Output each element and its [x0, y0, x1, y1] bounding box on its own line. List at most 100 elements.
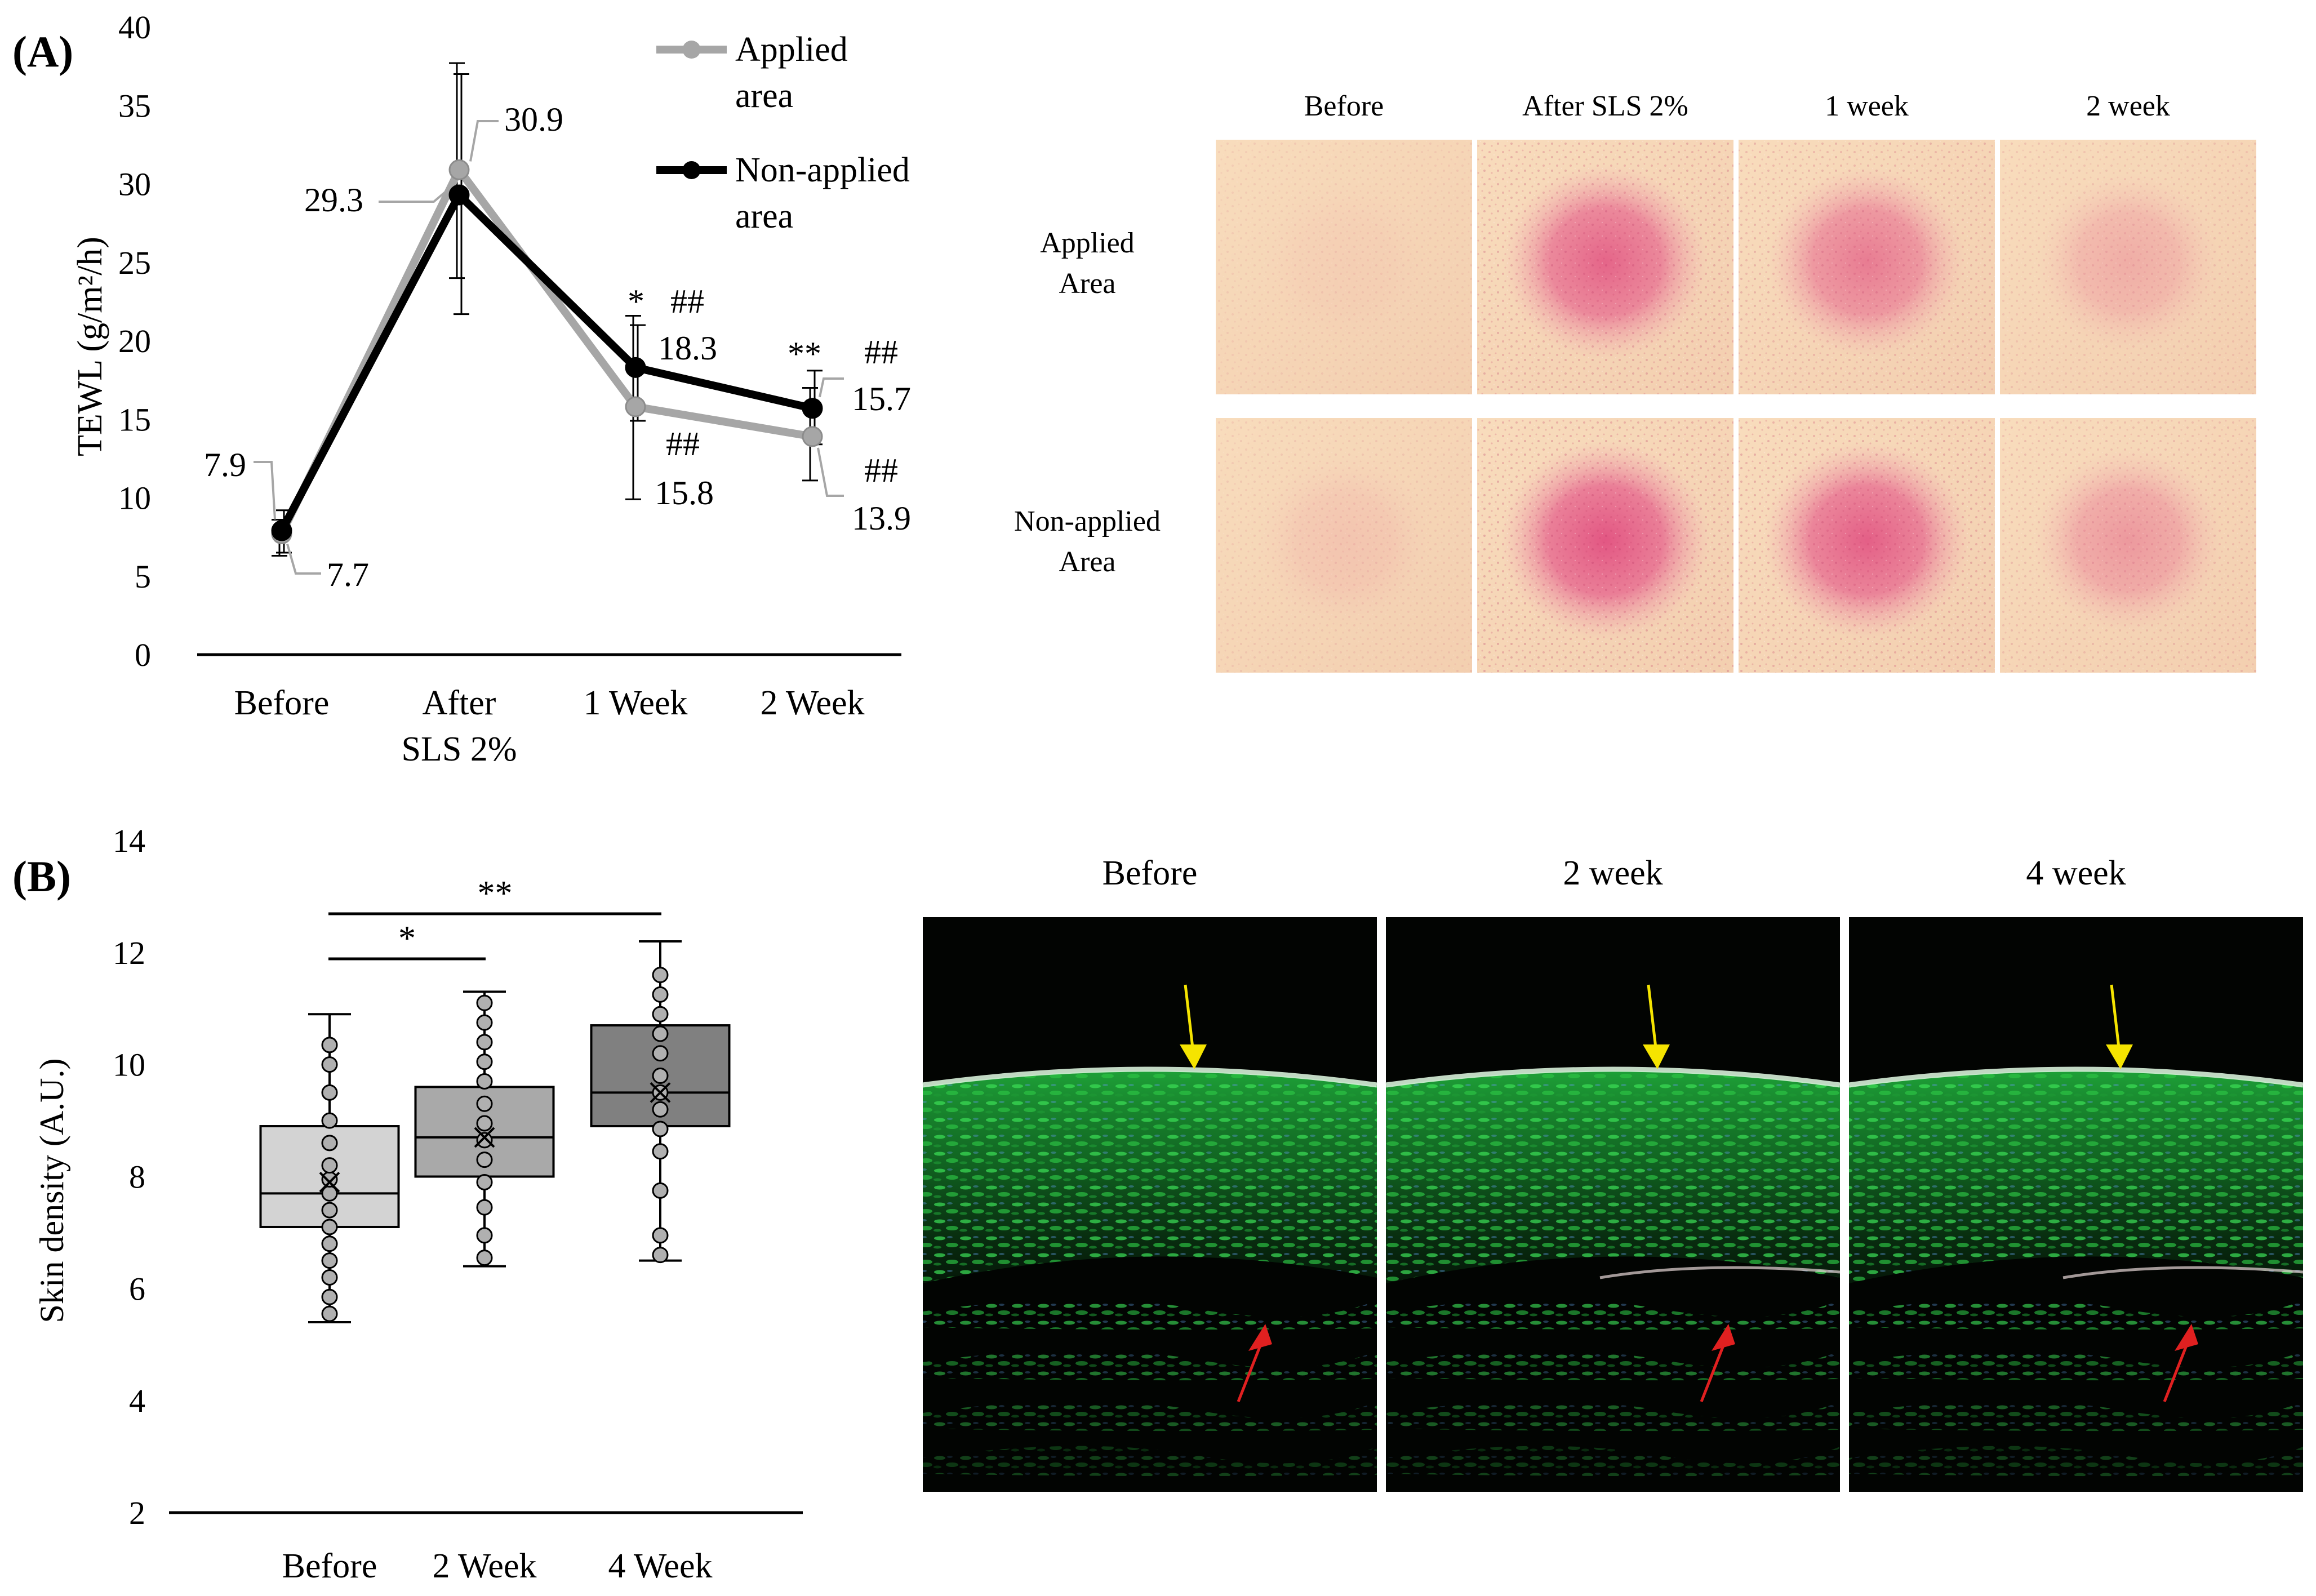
data-point — [652, 967, 669, 984]
erythema-photo-grid: Before After SLS 2% 1 week 2 week Applied Are… — [1014, 90, 2256, 673]
erythema-photo — [1216, 140, 1472, 394]
yellow-arrow-head — [1643, 1044, 1670, 1069]
data-point — [476, 1199, 493, 1216]
subcutaneous-layer — [1849, 1401, 2303, 1431]
x-tick-label: After — [423, 684, 496, 722]
data-point — [802, 426, 823, 447]
epidermis-entry-echo — [1385, 1066, 1841, 1088]
data-point — [476, 1073, 493, 1090]
y-tick-label: 20 — [118, 323, 151, 359]
ultrasound-column-header: 2 week — [1563, 854, 1662, 892]
y-tick-label: 14 — [113, 823, 145, 859]
ultrasound-image — [922, 917, 1377, 1492]
data-point — [625, 357, 646, 378]
data-point — [321, 1037, 338, 1053]
subcutaneous-layer — [1386, 1299, 1840, 1330]
erythema-photo — [1739, 418, 1995, 673]
photo-texture — [1216, 140, 1472, 394]
x-tick-label: Before — [234, 684, 330, 722]
ultrasound-image-strip: Before 2 week 4 week — [922, 854, 2304, 1492]
data-point — [321, 1157, 338, 1174]
yellow-arrow-head — [1180, 1044, 1207, 1069]
data-point — [652, 1045, 669, 1062]
x-tick-label: 2 Week — [761, 684, 865, 722]
data-point — [802, 398, 823, 419]
ultrasound-column-header: Before — [1103, 854, 1198, 892]
data-point — [652, 1101, 669, 1118]
data-label: 15.8 — [655, 474, 714, 512]
data-point — [476, 1227, 493, 1244]
x-tick-label: 1 Week — [584, 684, 688, 722]
subcutaneous-layer — [1849, 1446, 2303, 1477]
panel-b-label: (B) — [12, 852, 71, 901]
data-point — [476, 1173, 493, 1190]
photo-texture — [1739, 140, 1995, 394]
label-leader-line — [817, 447, 844, 497]
erythema-photo — [2000, 140, 2256, 394]
data-label: 15.7 — [852, 380, 911, 417]
data-point — [476, 1014, 493, 1031]
subcutaneous-layer — [923, 1446, 1377, 1477]
y-tick-label: 25 — [118, 244, 151, 281]
dermis-texture — [1849, 1070, 2303, 1283]
y-tick-label: 6 — [129, 1270, 145, 1307]
subcutaneous-layer — [1386, 1350, 1840, 1381]
series-line-non-applied — [278, 190, 814, 533]
significance-marker: ** — [478, 874, 513, 913]
data-point — [448, 184, 470, 206]
data-label: 13.9 — [852, 500, 911, 537]
y-tick-label: 15 — [118, 401, 151, 438]
data-point — [652, 1121, 669, 1137]
data-point — [476, 1034, 493, 1051]
ultrasound-image — [1848, 917, 2304, 1492]
yellow-arrow-shaft — [1184, 984, 1195, 1053]
data-point — [476, 1250, 493, 1266]
dermis-texture — [1386, 1070, 1840, 1283]
data-point — [625, 396, 646, 417]
data-point — [476, 1053, 493, 1070]
label-leader-line — [379, 191, 446, 203]
data-point — [271, 520, 292, 541]
data-point — [321, 1219, 338, 1235]
data-point — [321, 1305, 338, 1322]
data-point — [321, 1171, 338, 1188]
legend-swatch-marker — [682, 41, 701, 59]
box-before — [259, 1013, 400, 1323]
data-point — [321, 1252, 338, 1269]
photo-row-label: Applied — [1040, 227, 1135, 259]
x-tick-label: SLS 2% — [402, 730, 517, 768]
y-tick-label: 35 — [118, 87, 151, 124]
significance-marker: ## — [864, 334, 898, 371]
label-leader-line — [819, 377, 844, 398]
yellow-arrow-shaft — [2110, 984, 2121, 1053]
panel-a-label: (A) — [12, 27, 73, 76]
significance-marker: ## — [666, 425, 700, 463]
photo-column-header: Before — [1304, 90, 1384, 122]
photo-texture — [1477, 140, 1733, 394]
y-tick-label: 12 — [113, 935, 145, 971]
data-label: 7.9 — [204, 446, 246, 483]
red-arrow-shaft — [2163, 1344, 2189, 1402]
subcutaneous-layer — [923, 1350, 1377, 1381]
legend-entry: area — [735, 197, 793, 235]
mean-marker — [650, 1082, 671, 1103]
data-label: 18.3 — [658, 330, 717, 367]
significance-marker: ## — [864, 452, 898, 489]
photo-column-header: 2 week — [2086, 90, 2170, 122]
y-tick-label: 4 — [129, 1382, 145, 1419]
erythema-photo — [1739, 140, 1995, 394]
data-point — [321, 1056, 338, 1073]
data-label: 7.7 — [327, 556, 369, 593]
photo-texture — [1739, 418, 1995, 673]
series-line-applied — [278, 166, 814, 536]
erythema-photo — [2000, 418, 2256, 673]
y-axis-label: Skin density (A.U.) — [33, 1059, 70, 1323]
data-label: 30.9 — [504, 101, 563, 138]
epidermis-entry-echo — [1848, 1066, 2304, 1088]
data-point — [321, 1202, 338, 1219]
data-point — [476, 1152, 493, 1168]
y-tick-label: 10 — [113, 1047, 145, 1083]
significance-marker: * — [628, 283, 644, 320]
legend-swatch-marker — [682, 161, 701, 179]
